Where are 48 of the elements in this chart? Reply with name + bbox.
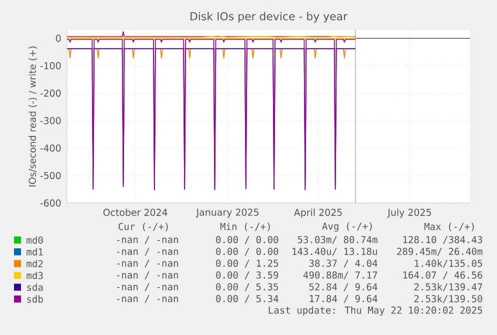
y-axis-title: IOs/second read (-) / write (+)	[28, 46, 38, 186]
text: Max (-/+)	[424, 222, 474, 232]
text: -nan / -nan	[117, 236, 178, 244]
y-tick-label: 0	[56, 34, 61, 42]
chart-title: Disk IOs per device - by year	[190, 12, 348, 23]
legend-label: sda	[27, 284, 43, 291]
legend-label: sdb	[27, 295, 43, 303]
text: 17.84 / 9.64	[310, 295, 378, 303]
text: -nan / -nan	[117, 271, 178, 280]
text: 0.00 / 3.59	[216, 271, 278, 280]
text: 0.00 / 0.00	[216, 236, 278, 244]
text: Cur (-/+)	[118, 222, 168, 232]
y-tick-label: -400	[40, 144, 61, 152]
text: 1.40k/135.05	[414, 260, 482, 268]
y-tick-label: -500	[40, 172, 61, 180]
text: -nan / -nan	[117, 295, 178, 303]
legend-label: md3	[26, 272, 43, 280]
text: 164.07 / 46.56	[403, 271, 482, 280]
y-tick-label: -200	[40, 90, 61, 97]
text: Avg (-/+)	[322, 222, 372, 232]
text: -nan / -nan	[117, 248, 178, 256]
text: 53.03m/ 80.74m	[298, 236, 378, 244]
x-tick-label: January 2025	[196, 208, 258, 218]
y-tick-label: -600	[40, 199, 61, 207]
text: 0.00 / 5.35	[216, 283, 278, 292]
x-tick-label: October 2024	[103, 208, 168, 216]
y-tick-label: -300	[40, 117, 61, 124]
text: 2.53k/139.47	[414, 283, 482, 292]
text: 289.45m/ 26.40m	[397, 248, 482, 256]
text: 0.00 / 5.34	[216, 295, 278, 303]
y-tick-label: -100	[40, 62, 61, 70]
text: 0.00 / 0.00	[216, 248, 278, 256]
text: 143.40u/ 13.18u	[292, 248, 377, 256]
text: 38.37 / 4.04	[309, 260, 378, 268]
text: Last update: Thu May 22 10:20:02 2025	[268, 306, 482, 316]
x-tick-label: April 2025	[294, 208, 342, 218]
text: Min (-/+)	[220, 222, 270, 232]
text: 2.53k/139.50	[414, 294, 482, 304]
text: 52.84 / 9.64	[309, 283, 378, 292]
legend-label: md1	[26, 248, 43, 256]
text: 0.00 / 1.25	[216, 260, 278, 268]
x-tick-label: July 2025	[387, 208, 431, 218]
text: 128.10 /384.43	[403, 236, 482, 244]
text: -nan / -nan	[117, 283, 178, 292]
legend-label: md2	[26, 260, 43, 268]
text: 490.88m/ 7.17	[303, 271, 378, 280]
text: -nan / -nan	[117, 260, 178, 268]
legend-label: md0	[26, 236, 43, 244]
